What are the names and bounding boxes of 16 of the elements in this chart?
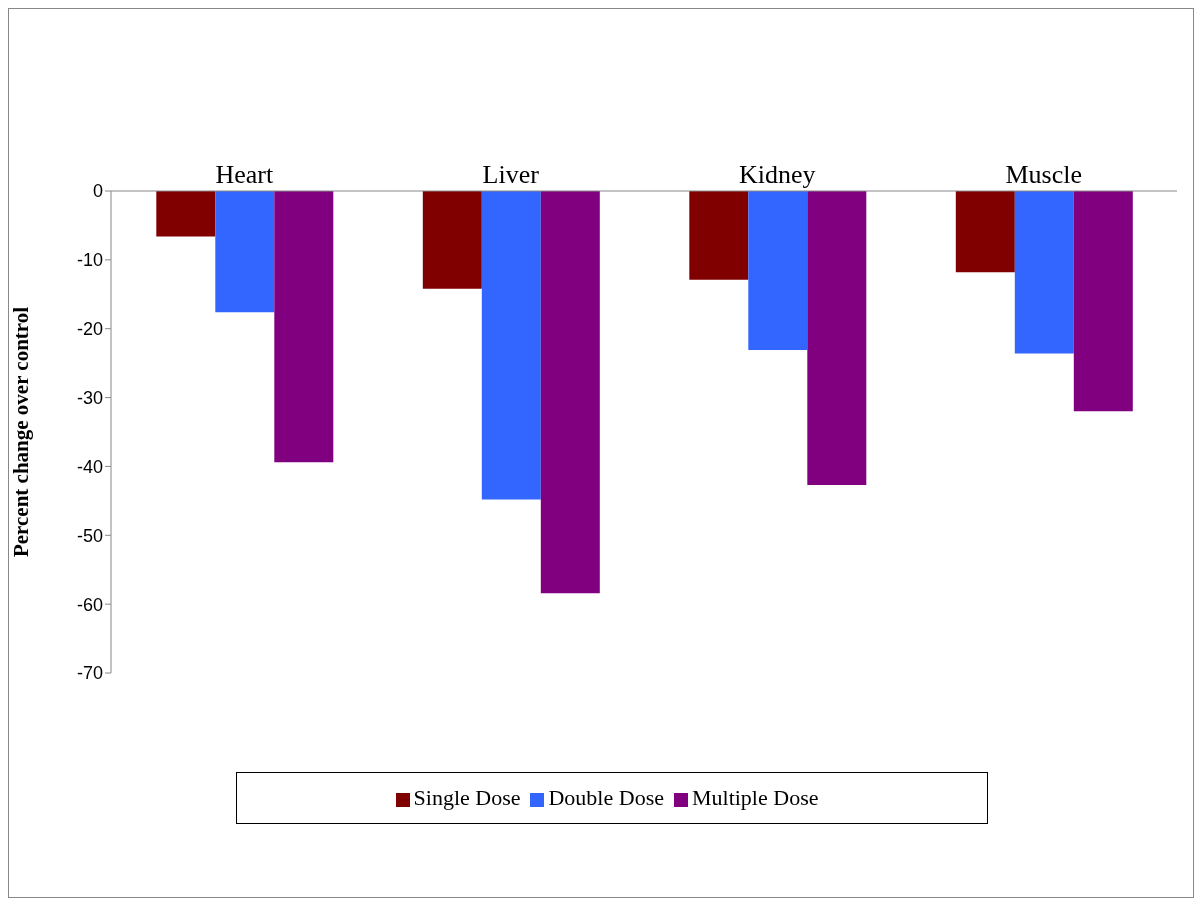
x-tick-label: Muscle [1005,160,1083,189]
legend-label: Double Dose [548,785,664,810]
x-tick-label: Liver [482,160,540,189]
x-tick-label: Heart [215,160,274,189]
y-tick-label: -20 [76,319,103,340]
y-tick-label: -30 [76,387,103,408]
legend-label: Multiple Dose [691,785,819,810]
legend-label: Single Dose [413,785,521,810]
y-tick-label: -10 [76,250,103,271]
y-axis-title: Percent change over control [9,306,34,558]
y-tick-label: -50 [76,525,103,546]
y-tick-label: 0 [92,181,103,202]
y-tick-label: -40 [76,456,103,477]
y-tick-label: -60 [76,594,103,615]
y-tick-label: -70 [76,663,103,684]
x-tick-label: Kidney [738,160,816,189]
